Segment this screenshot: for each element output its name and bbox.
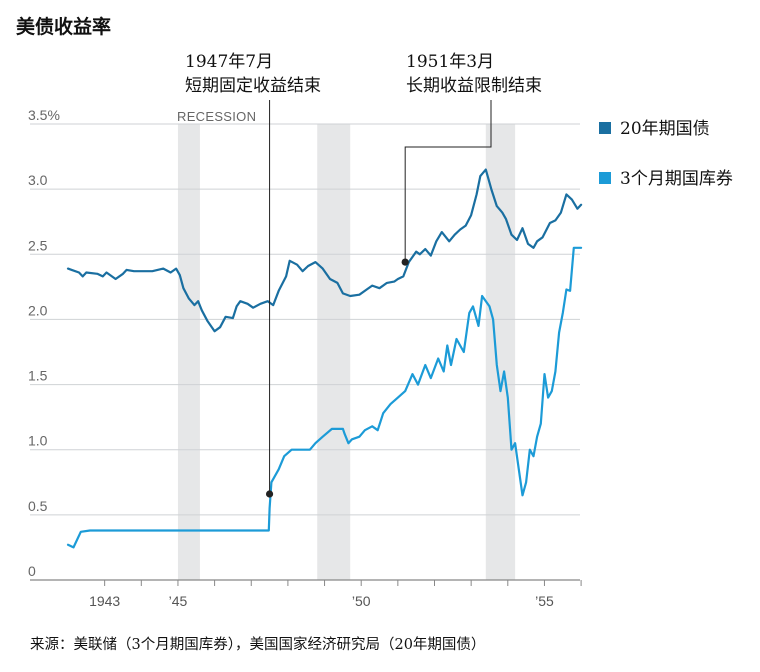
annotation-2-date: 1951年3月 (406, 52, 494, 72)
recession-band-3 (485, 124, 516, 580)
annotation-2-text: 长期收益限制结束 (406, 76, 542, 96)
recession-bands (177, 124, 516, 580)
x-axis-ticks: 1943 ’45 ’50 ’55 (89, 580, 582, 609)
y-tick-label: 0 (28, 563, 36, 579)
y-tick-label: 2.5 (28, 237, 48, 253)
annotation-1-date: 1947年7月 (185, 52, 273, 72)
legend-label: 20年期国债 (620, 119, 710, 139)
x-tick-label: ’50 (352, 593, 371, 609)
annotation-1-dot (265, 490, 274, 498)
series-line-20yr-bond (66, 168, 583, 333)
chart-title: 美债收益率 (16, 15, 111, 38)
x-tick-label: ’45 (169, 593, 188, 609)
y-tick-label: 1.0 (28, 433, 48, 449)
legend-swatch (599, 122, 611, 134)
recession-band-1 (177, 124, 200, 580)
y-axis-ticks: 3.5% 3.0 2.5 2.0 1.5 1.0 0.5 0 (28, 107, 60, 579)
series-line-3mo-bill (66, 246, 583, 549)
y-tick-label: 3.5% (28, 107, 60, 123)
recession-label: RECESSION (177, 109, 256, 124)
x-tick-label: ’55 (535, 593, 554, 609)
y-tick-label: 0.5 (28, 498, 48, 514)
series-lines (66, 168, 583, 549)
legend: 20年期国债 3个月期国库券 (599, 119, 733, 189)
y-tick-label: 2.0 (28, 302, 48, 318)
source-note: 来源：美联储（3个月期国库券），美国国家经济研究局（20年期国债） (30, 636, 485, 653)
y-tick-label: 1.5 (28, 368, 48, 384)
recession-band-2 (317, 124, 351, 580)
legend-label: 3个月期国库券 (620, 169, 733, 189)
annotation-1-text: 短期固定收益结束 (185, 76, 321, 96)
x-tick-label: 1943 (89, 593, 120, 609)
y-tick-label: 3.0 (28, 172, 48, 188)
legend-swatch (599, 172, 611, 184)
annotation-2-leader (404, 100, 492, 263)
annotation-2-dot (401, 258, 409, 266)
